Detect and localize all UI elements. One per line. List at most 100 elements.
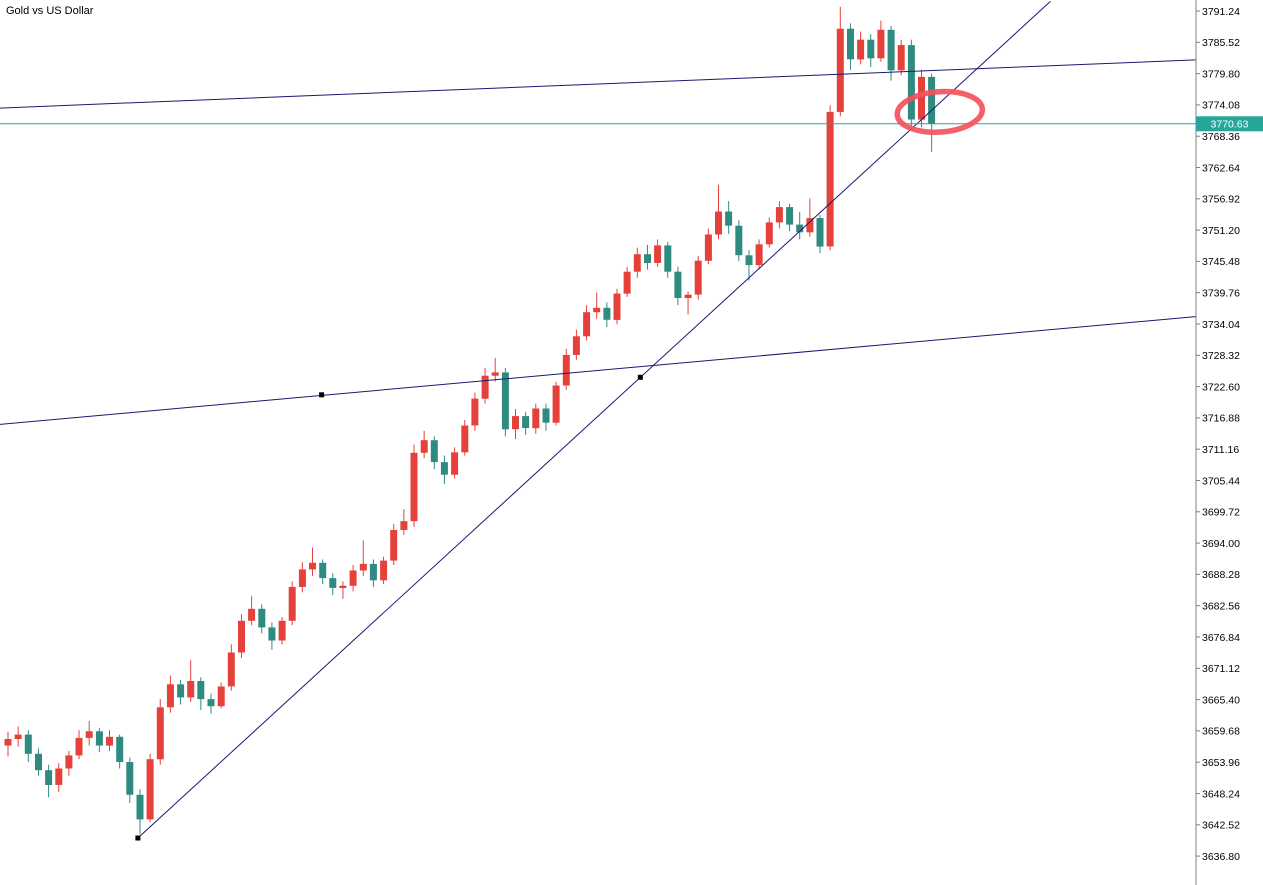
price-axis-label: 3653.96 (1202, 757, 1240, 769)
candle (877, 20, 885, 62)
candle-body (694, 260, 702, 295)
candle (603, 302, 611, 327)
candle (623, 266, 631, 297)
price-axis-label: 3779.80 (1202, 68, 1240, 80)
price-axis-label: 3642.52 (1202, 820, 1240, 832)
candle (715, 184, 722, 240)
candle (35, 748, 42, 776)
candle (430, 436, 438, 470)
trendline-handle[interactable] (135, 835, 141, 841)
candle-body (755, 244, 763, 266)
candle-body (633, 254, 641, 272)
candle-body (562, 354, 570, 386)
candle-body (826, 111, 834, 247)
candle-body (238, 620, 245, 653)
trendline-lower-channel-line[interactable] (0, 316, 1196, 425)
candle (380, 556, 388, 585)
candle (156, 699, 164, 765)
current-price-badge: 3770.63 (1196, 116, 1263, 132)
candle-body (461, 425, 469, 453)
candle (146, 753, 154, 823)
candle-body (24, 734, 32, 754)
candle (481, 368, 489, 404)
candle (562, 348, 570, 390)
annotation-ellipse[interactable] (894, 88, 986, 136)
candle-body (857, 39, 865, 60)
candle-body (187, 681, 195, 698)
candle-body (75, 737, 83, 756)
price-axis-label: 3722.60 (1202, 381, 1240, 393)
candle-body (512, 416, 519, 430)
price-axis-label: 3745.48 (1202, 256, 1240, 268)
candle (816, 214, 824, 254)
candle-body (4, 739, 12, 746)
candle-body (319, 562, 327, 579)
price-axis-label: 3734.04 (1202, 319, 1240, 331)
candle-body (664, 245, 672, 272)
candle (491, 358, 499, 382)
candle-body (603, 307, 611, 320)
candle-body (146, 759, 154, 820)
candle-body (227, 652, 235, 687)
candle (197, 677, 205, 710)
candle (725, 201, 733, 234)
candle-body (674, 271, 682, 298)
candle-body (309, 562, 316, 570)
candle-body (197, 681, 205, 700)
candle-body (207, 699, 215, 707)
candle (95, 728, 103, 753)
candle (654, 239, 662, 267)
candle-body (796, 224, 804, 233)
candle-body (684, 294, 692, 298)
candle-body (217, 686, 225, 707)
candle-body (339, 585, 347, 588)
price-axis-label: 3711.16 (1202, 444, 1239, 456)
candle-body (359, 563, 367, 571)
candle-body (369, 563, 377, 581)
trendline-handle[interactable] (319, 392, 325, 398)
price-axis-label: 3716.88 (1202, 413, 1240, 425)
candle-body (116, 736, 124, 762)
trendline-upper-channel-line[interactable] (0, 59, 1196, 109)
candle-body (918, 76, 925, 120)
candle (227, 644, 235, 691)
candle-body (836, 28, 844, 112)
candle (572, 329, 580, 360)
price-axis-label: 3694.00 (1202, 538, 1240, 550)
candle-body (775, 207, 783, 223)
candle (410, 444, 418, 527)
candle (126, 757, 134, 803)
candle (918, 69, 925, 128)
candle (55, 763, 63, 793)
candle-body (55, 768, 63, 785)
candle (4, 731, 12, 757)
trendline-handle[interactable] (637, 374, 643, 380)
candle-body (572, 336, 580, 355)
trendlines-layer (0, 1, 1196, 841)
candle-body (45, 770, 53, 785)
candle (512, 409, 519, 440)
candle-body (248, 608, 256, 621)
candle (775, 201, 783, 229)
candle-body (177, 684, 185, 698)
candle-body (887, 29, 895, 71)
price-axis-label: 3791.24 (1202, 6, 1240, 18)
candle (207, 693, 215, 714)
price-axis-label: 3728.32 (1202, 350, 1240, 362)
candle (836, 6, 844, 117)
candle (857, 31, 865, 65)
candle (633, 247, 641, 278)
candle (288, 581, 296, 626)
candle (542, 403, 550, 431)
candle-body (765, 222, 773, 245)
candle-body (85, 731, 93, 738)
candle-body (430, 440, 438, 463)
candle (238, 614, 245, 658)
candles-layer (4, 6, 936, 835)
candle (319, 559, 327, 585)
candle (116, 734, 124, 769)
candle (400, 509, 408, 535)
price-axis-label: 3659.68 (1202, 726, 1240, 738)
trendline-steep-uptrend-line[interactable] (137, 1, 1051, 839)
